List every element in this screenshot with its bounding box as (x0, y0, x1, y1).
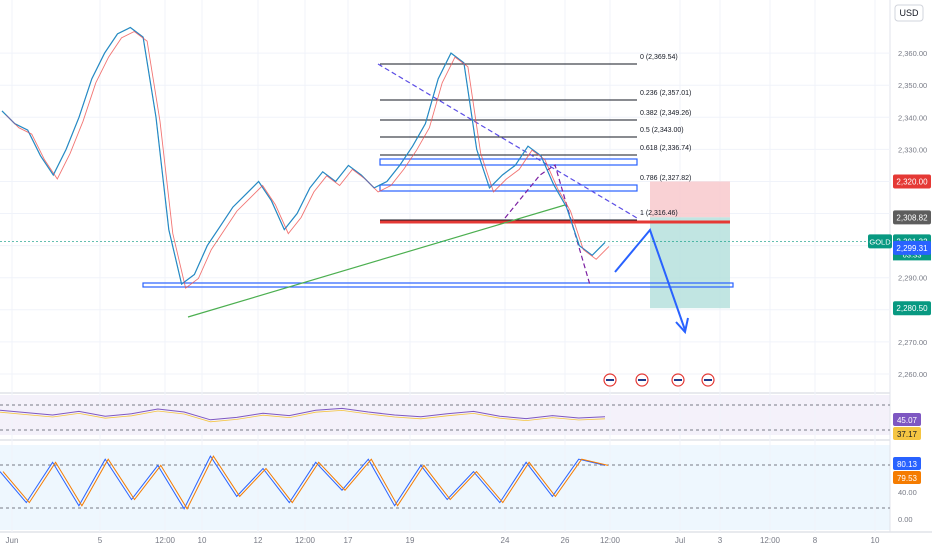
price-label-text: 2,320.00 (896, 177, 928, 186)
drawings (142, 63, 734, 335)
moving-average-line (1, 27, 606, 285)
time-tick-label: 12 (254, 536, 263, 545)
time-axis[interactable]: Jun 5 12:00 10 12 12:00 17 19 24 26 12:00 Jul 3 12:00… (6, 536, 880, 545)
price-line-down (5, 30, 610, 289)
price-tick-label: 2,340.00 (898, 113, 927, 122)
time-tick-label: 12:00 (760, 536, 781, 545)
resistance-box (379, 184, 638, 192)
currency-label: USD (899, 8, 919, 18)
fib-level-label: 0.618 (2,336.74) (640, 145, 691, 152)
rsi-value-badge (893, 427, 921, 440)
economic-event-flag-icon[interactable] (635, 373, 649, 387)
economic-events[interactable] (603, 373, 715, 387)
price-tick-label: 2,270.00 (898, 338, 927, 347)
price-series (0, 26, 890, 289)
time-tick-label: 10 (198, 536, 207, 545)
time-tick-label: 19 (406, 536, 415, 545)
trade-zones (650, 181, 730, 309)
symbol-label: GOLD (869, 237, 891, 246)
price-label-text: 2,299.31 (896, 244, 928, 253)
rsi-signal-line (0, 409, 606, 423)
time-tick-label: 10 (871, 536, 880, 545)
price-label-badge (893, 240, 931, 255)
time-tick-label: 12:00 (295, 536, 316, 545)
stochastic-indicator (0, 455, 890, 510)
stoch-value-badge (893, 471, 921, 484)
stoch-value-label: 80.13 (897, 460, 918, 469)
time-tick-label: Jul (675, 536, 685, 545)
trend-line (187, 204, 566, 318)
take-profit-zone (650, 217, 730, 309)
resistance-box (379, 158, 638, 166)
currency-button[interactable]: USD (894, 4, 924, 22)
fib-level-label: 0.5 (2,343.00) (640, 127, 684, 134)
stoch-k-line (0, 455, 606, 510)
price-tick-label: 2,330.00 (898, 145, 927, 154)
fib-level-label: 0 (2,369.54) (640, 54, 678, 61)
rsi-line (0, 407, 606, 421)
time-tick-label: 24 (501, 536, 510, 545)
economic-event-flag-icon[interactable] (603, 373, 617, 387)
time-tick-label: 3 (718, 536, 723, 545)
price-tick-label: 2,260.00 (898, 370, 927, 379)
economic-event-flag-icon[interactable] (671, 373, 685, 387)
price-tick-label: 2,360.00 (898, 49, 927, 58)
fib-level-label: 0.786 (2,327.82) (640, 175, 691, 182)
price-label-text: 2,308.82 (896, 213, 928, 222)
price-label-badge (893, 174, 931, 189)
time-tick-label: Jun (6, 536, 19, 545)
price-tick-label: 2,290.00 (898, 274, 927, 283)
support-box (142, 282, 734, 288)
projection-arrowhead (675, 317, 689, 335)
rsi-value-label: 45.07 (897, 416, 918, 425)
stoch-value-label: 79.53 (897, 474, 918, 483)
stoch-pane-background (0, 445, 890, 530)
countdown-label: 03:33 (903, 250, 922, 259)
stoch-value-badge (893, 457, 921, 470)
down-trend-line (377, 63, 638, 219)
fib-level-label: 0.382 (2,349.26) (640, 110, 691, 117)
stop-loss-zone (650, 181, 730, 218)
time-tick-label: 12:00 (600, 536, 621, 545)
economic-event-flag-icon[interactable] (701, 373, 715, 387)
symbol-badge (868, 234, 892, 249)
price-label-badge (893, 210, 931, 225)
fib-level-label: 0.236 (2,357.01) (640, 90, 691, 97)
time-tick-label: 8 (813, 536, 818, 545)
price-axis[interactable]: 2,360.00 2,350.00 2,340.00 2,330.00 2,320.00… (868, 49, 931, 524)
rsi-indicator (0, 404, 890, 431)
stoch-d-line (2, 455, 609, 510)
stoch-tick-label: 0.00 (898, 515, 913, 524)
fib-level-label: 1 (2,316.46) (640, 210, 678, 217)
time-tick-label: 12:00 (155, 536, 176, 545)
projection-path (614, 228, 686, 331)
rsi-value-badge (893, 413, 921, 426)
time-tick-label: 26 (561, 536, 570, 545)
time-tick-label: 5 (98, 536, 103, 545)
chart-grid (0, 0, 890, 532)
price-label-badge (893, 301, 931, 316)
rsi-value-label: 37.17 (897, 430, 918, 439)
rsi-pane-background (0, 395, 890, 435)
price-label-text: 2,280.50 (896, 304, 928, 313)
stoch-tick-label: 40.00 (898, 488, 917, 497)
price-tick-label: 2,350.00 (898, 81, 927, 90)
time-tick-label: 17 (344, 536, 353, 545)
